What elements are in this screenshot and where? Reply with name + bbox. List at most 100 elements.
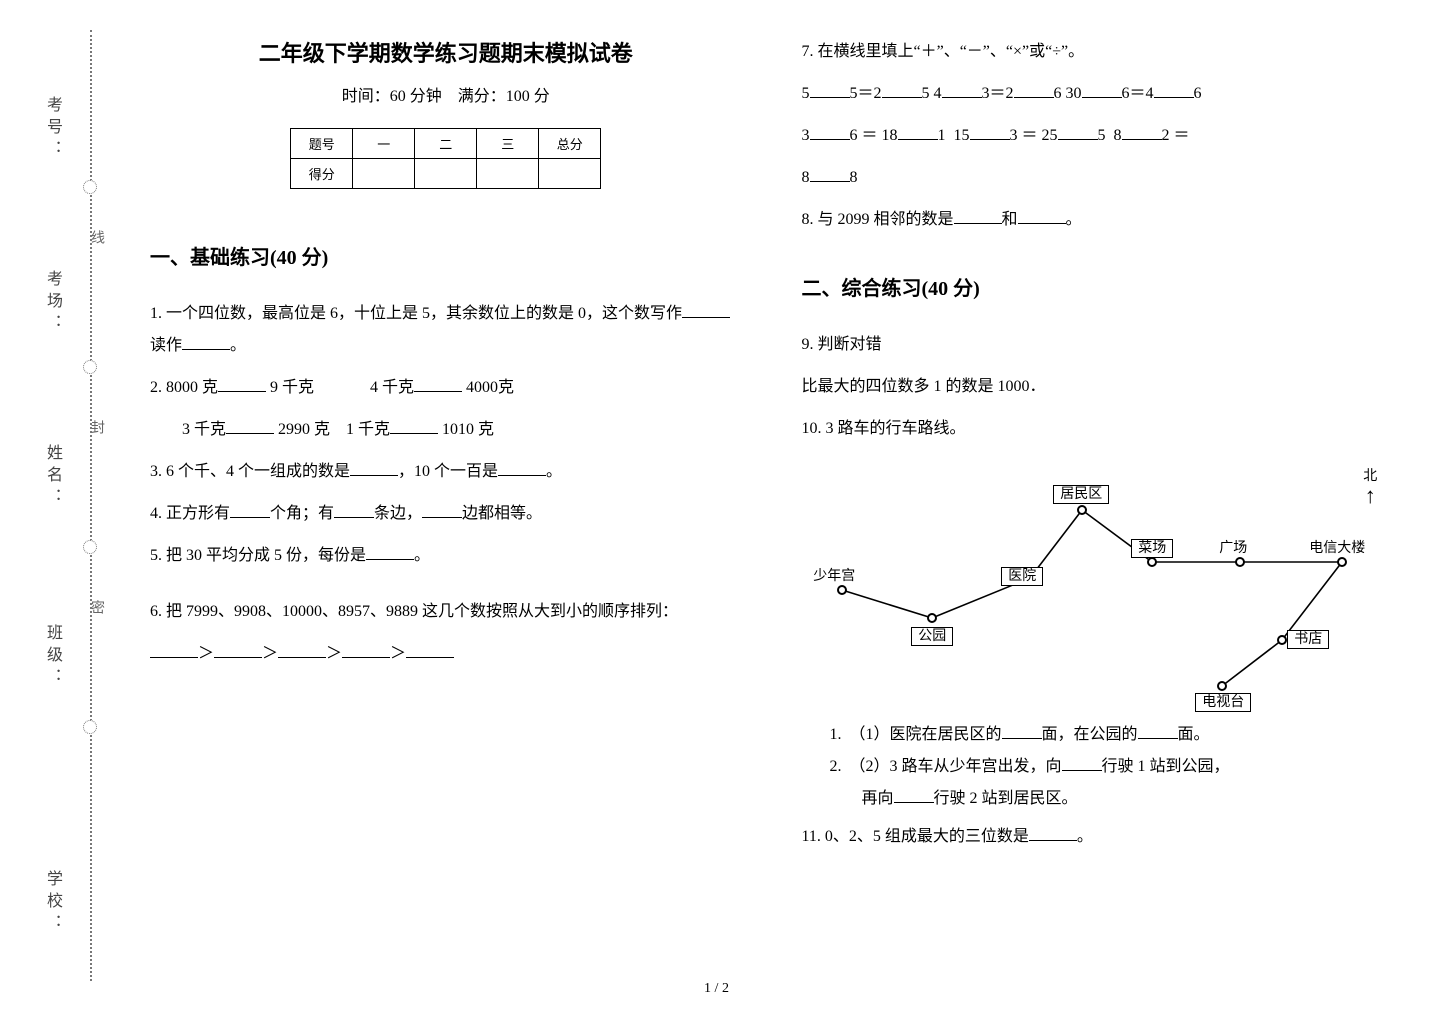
question-7-line2: 36 ＝ 181 153 ＝ 255 82 ＝ [802, 120, 1394, 152]
binding-circle [83, 360, 97, 374]
north-indicator: 北 ↑ [1363, 469, 1377, 509]
section-2-title: 二、综合练习(40 分) [802, 272, 1394, 301]
cut-char-xian: 线 [86, 230, 106, 268]
binding-margin: 考号： 考场： 姓名： 班级： 学校： 线 封 密 [0, 0, 120, 1011]
txt: 8 [850, 169, 858, 186]
question-11: 11. 0、2、5 组成最大的三位数是 。 [802, 821, 1394, 853]
question-2: 2. 8000 克 9 千克 4 千克 4000克 [150, 372, 742, 404]
q2-b1: 4 千克 [370, 379, 414, 396]
binding-circle [83, 540, 97, 554]
blank [970, 124, 1010, 140]
blank [230, 502, 270, 518]
score-row-label: 得分 [291, 159, 353, 189]
txt: 3 ＝ 25 [1010, 127, 1058, 144]
q11-p2: 。 [1077, 828, 1093, 845]
blank [1062, 755, 1102, 771]
blank [406, 642, 454, 658]
score-table: 题号 一 二 三 总分 得分 [290, 128, 601, 189]
txt: （2）3 路车从少年宫出发，向 [850, 758, 1062, 775]
blank [810, 166, 850, 182]
north-arrow-icon: ↑ [1363, 484, 1377, 508]
txt: 30 [1066, 85, 1082, 102]
cut-char-mi: 密 [86, 600, 106, 638]
txt: 再向 [862, 790, 894, 807]
blank [218, 376, 266, 392]
blank [810, 124, 850, 140]
north-label: 北 [1363, 469, 1377, 484]
route-diagram: 北 ↑ 少年宫公园医院居民区菜场广场电信大楼书店电视台 [817, 465, 1377, 705]
question-9-body: 比最大的四位数多 1 的数是 1000． [802, 371, 1394, 403]
left-column: 二年级下学期数学练习题期末模拟试卷 时间：60 分钟 满分：100 分 题号 一… [150, 36, 742, 991]
blank [350, 460, 398, 476]
blank [954, 208, 1002, 224]
question-6: 6. 把 7999、9908、10000、8957、9889 这几个数按照从大到… [150, 596, 742, 628]
q2-d2: 1010 克 [438, 421, 494, 438]
q4-p3: 条边， [374, 505, 422, 522]
blank [414, 376, 462, 392]
txt: （1）医院在居民区的 [850, 726, 1002, 743]
q2-a1: 2. 8000 克 [150, 379, 218, 396]
cut-char-feng: 封 [86, 420, 106, 458]
diagram-label-dianxin: 电信大楼 [1309, 537, 1365, 557]
blank [682, 302, 730, 318]
blank [1082, 82, 1122, 98]
blank [810, 82, 850, 98]
blank [1154, 82, 1194, 98]
blank [942, 82, 982, 98]
score-cell [353, 159, 415, 189]
diagram-label-guangchang: 广场 [1219, 537, 1247, 557]
score-row-label: 题号 [291, 129, 353, 159]
txt: 面。 [1178, 726, 1210, 743]
txt: 行驶 2 站到居民区。 [934, 790, 1078, 807]
q2-d1: 1 千克 [346, 421, 390, 438]
txt: 3＝2 [982, 85, 1014, 102]
score-cell [415, 159, 477, 189]
content-area: 二年级下学期数学练习题期末模拟试卷 时间：60 分钟 满分：100 分 题号 一… [120, 0, 1433, 1011]
q2-b2: 4000克 [462, 379, 514, 396]
score-col: 二 [415, 129, 477, 159]
q6-p1: 6. 把 7999、9908、10000、8957、9889 这几个数按照从大到… [150, 603, 678, 620]
q3-p1: 3. 6 个千、4 个一组成的数是 [150, 463, 350, 480]
table-row: 得分 [291, 159, 601, 189]
q1-mid: 读作 [150, 337, 182, 354]
q11-p1: 11. 0、2、5 组成最大的三位数是 [802, 828, 1029, 845]
blank [214, 642, 262, 658]
right-column: 7. 在横线里填上“＋”、“－”、“×”或“÷”。 55＝25 43＝26 30… [802, 36, 1394, 991]
score-col: 总分 [539, 129, 601, 159]
txt: 6＝4 [1122, 85, 1154, 102]
question-9-title: 9. 判断对错 [802, 329, 1394, 361]
question-7-title: 7. 在横线里填上“＋”、“－”、“×”或“÷”。 [802, 36, 1394, 68]
q8-p3: 。 [1066, 211, 1082, 228]
txt: 4 [934, 85, 942, 102]
question-5: 5. 把 30 平均分成 5 份，每份是。 [150, 540, 742, 572]
q10-sub2: 2. （2）3 路车从少年宫出发，向行驶 1 站到公园， [830, 751, 1394, 783]
diagram-label-dianshitai: 电视台 [1195, 691, 1251, 711]
label-banji: 班级： [40, 624, 64, 690]
diagram-label-caichang: 菜场 [1131, 537, 1173, 557]
blank [390, 418, 438, 434]
txt: 面，在公园的 [1042, 726, 1138, 743]
question-10-sub: 1. （1）医院在居民区的面，在公园的面。 2. （2）3 路车从少年宫出发，向… [802, 719, 1394, 815]
txt: 15 [954, 127, 970, 144]
label-kaochang: 考场： [40, 270, 64, 336]
blank [1138, 723, 1178, 739]
page-title: 二年级下学期数学练习题期末模拟试卷 [150, 36, 742, 68]
question-10-title: 10. 3 路车的行车路线。 [802, 413, 1394, 445]
page-number: 1 / 2 [704, 981, 729, 997]
blank [422, 502, 462, 518]
q1-text: 1. 一个四位数，最高位是 6，十位上是 5，其余数位上的数是 0，这个数写作 [150, 305, 682, 322]
blank [182, 334, 230, 350]
page: 考号： 考场： 姓名： 班级： 学校： 线 封 密 二年级下学期数学练习题期末模… [0, 0, 1433, 1011]
binding-dotted-line [90, 30, 92, 981]
question-6-blanks: ＞＞＞＞ [150, 638, 742, 670]
question-2-line2: 3 千克 2990 克 1 千克 1010 克 [150, 414, 742, 446]
blank [1122, 124, 1162, 140]
q10-sub2b: 再向 行驶 2 站到居民区。 [830, 783, 1394, 815]
blank [334, 502, 374, 518]
q5-p2: 。 [414, 547, 430, 564]
blank [1058, 124, 1098, 140]
binding-circle [83, 720, 97, 734]
blank [1029, 825, 1077, 841]
txt: 3 [802, 127, 810, 144]
blank [894, 787, 934, 803]
